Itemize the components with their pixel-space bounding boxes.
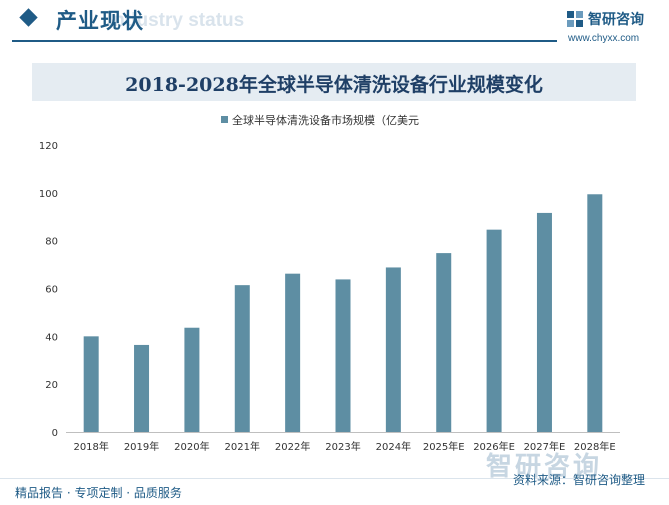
bar	[83, 336, 99, 432]
brand-name: 智研咨询	[588, 12, 644, 28]
y-tick-label: 60	[45, 285, 58, 296]
y-tick-label: 40	[45, 332, 58, 343]
bar	[536, 212, 552, 432]
x-tick-label: 2022年	[275, 440, 310, 453]
bar	[285, 273, 301, 432]
y-tick-label: 20	[45, 380, 58, 391]
legend-swatch	[221, 116, 228, 123]
x-tick-label: 2023年	[325, 440, 360, 453]
legend-label: 全球半导体清洗设备市场规模（亿美元	[232, 113, 419, 127]
y-tick-label: 80	[45, 237, 58, 248]
x-tick-label: 2028年E	[574, 440, 616, 453]
bar	[335, 279, 351, 432]
bar	[234, 285, 250, 432]
header-divider	[12, 40, 557, 42]
chart-title: 2018-2028年全球半导体清洗设备行业规模变化	[125, 74, 543, 96]
bar	[587, 194, 603, 432]
x-tick-label: 2021年	[225, 440, 260, 453]
bar-chart: 全球半导体清洗设备市场规模（亿美元 0 20 40 60 80 100 120 2018年 201…	[39, 113, 620, 453]
section-title-en: Industry status	[108, 10, 245, 31]
data-source: 资料来源：智研咨询整理	[513, 473, 646, 487]
x-tick-label: 2027年E	[524, 440, 566, 453]
diamond-icon	[19, 8, 38, 27]
x-tick-label: 2024年	[376, 440, 411, 453]
bar	[184, 327, 200, 432]
bar	[134, 344, 150, 432]
chart-title-banner: 2018-2028年全球半导体清洗设备行业规模变化	[32, 63, 636, 101]
section-title: 产业现状	[56, 9, 144, 33]
section-header: Industry status 产业现状	[0, 0, 669, 42]
x-tick-label: 2026年E	[473, 440, 515, 453]
y-tick-label: 100	[39, 189, 58, 200]
x-tick-label: 2020年	[174, 440, 209, 453]
bar	[436, 253, 452, 432]
y-tick-label: 120	[39, 141, 58, 152]
brand-logo-icon	[567, 11, 583, 27]
footer-slogan: 精品报告 · 专项定制 · 品质服务	[15, 486, 182, 500]
y-tick-label: 0	[52, 428, 58, 439]
bar	[385, 267, 401, 432]
brand-url: www.chyxx.com	[568, 33, 640, 44]
x-tick-label: 2025年E	[423, 440, 465, 453]
footer-divider	[0, 478, 669, 479]
footer-brand-watermark: 智研咨询	[486, 452, 603, 482]
x-tick-label: 2019年	[124, 440, 159, 453]
bar	[486, 229, 502, 432]
x-tick-label: 2018年	[73, 440, 108, 453]
